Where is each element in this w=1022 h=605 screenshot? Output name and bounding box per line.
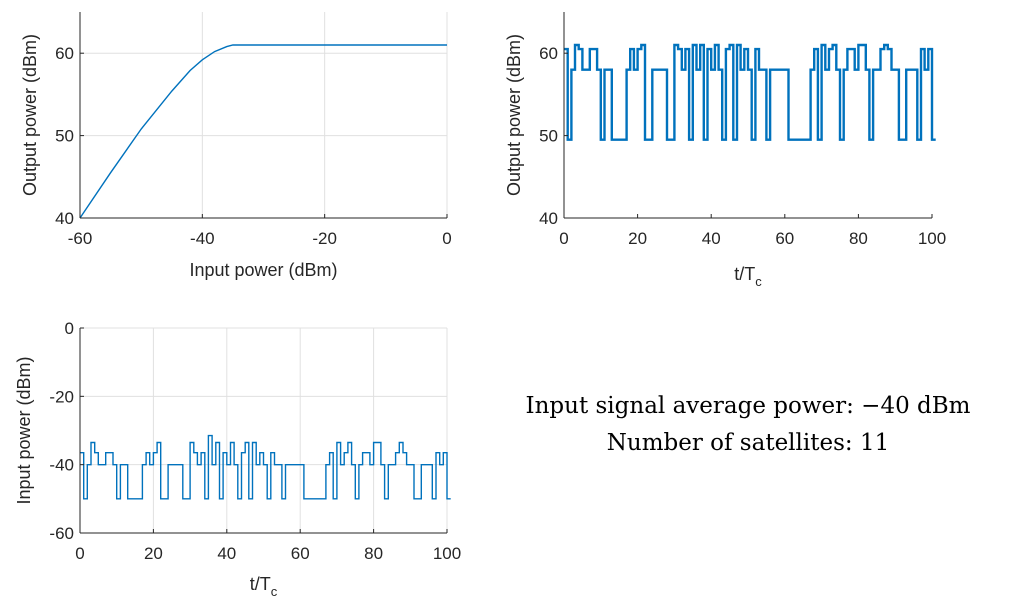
y-tick-label: 40: [539, 209, 558, 228]
x-tick-label: 80: [364, 544, 383, 563]
x-axis-label: t/Tc: [250, 574, 278, 599]
y-tick-label: -40: [49, 456, 74, 475]
input-power-time-plot: 0 20 40 60 80 100 -60 -40 -20 0 t/Tc Input power (d…: [14, 319, 461, 599]
x-tick-label: 40: [217, 544, 236, 563]
x-tick-label: 0: [75, 544, 84, 563]
x-tick-label: 60: [775, 229, 794, 248]
satellite-count-label: Number of satellites: 11: [606, 430, 890, 456]
y-tick-label: 50: [55, 127, 74, 146]
x-tick-label: 100: [433, 544, 461, 563]
y-tick-label: 40: [55, 209, 74, 228]
x-axis-label-subscript: c: [271, 584, 278, 599]
y-axis-label: Output power (dBm): [20, 34, 40, 196]
x-tick-label: 100: [918, 229, 946, 248]
data-line: [564, 43, 936, 141]
data-line: [80, 434, 451, 500]
x-tick-label: -60: [68, 229, 93, 248]
y-axis-label: Input power (dBm): [14, 356, 34, 504]
transfer-curve-plot: -60 -40 -20 0 40 50 60 Input power (dBm) Output …: [20, 12, 452, 280]
output-power-time-plot: 0 20 40 60 80 100 40 50 60 t/Tc Output power (dBm): [504, 12, 946, 289]
x-tick-label: 80: [849, 229, 868, 248]
annotation-text: Input signal average power: −40 dBm Numb…: [478, 388, 1018, 462]
y-tick-label: 60: [55, 44, 74, 63]
x-axis-label-subscript: c: [755, 274, 762, 289]
x-axis-label: t/Tc: [734, 264, 762, 289]
y-tick-label: 0: [65, 319, 74, 338]
x-tick-label: 0: [559, 229, 568, 248]
x-tick-label: 20: [144, 544, 163, 563]
x-tick-label: 60: [291, 544, 310, 563]
x-tick-label: -40: [190, 229, 215, 248]
y-tick-label: 50: [539, 127, 558, 146]
y-tick-label: -20: [49, 387, 74, 406]
y-tick-label: 60: [539, 44, 558, 63]
y-tick-label: -60: [49, 524, 74, 543]
x-tick-label: 20: [628, 229, 647, 248]
data-line: [79, 44, 447, 219]
average-power-label: Input signal average power: −40 dBm: [525, 393, 971, 419]
x-tick-label: -20: [312, 229, 337, 248]
x-tick-label: 40: [702, 229, 721, 248]
x-tick-label: 0: [442, 229, 451, 248]
x-axis-label: Input power (dBm): [189, 260, 337, 280]
y-axis-label: Output power (dBm): [504, 34, 524, 196]
